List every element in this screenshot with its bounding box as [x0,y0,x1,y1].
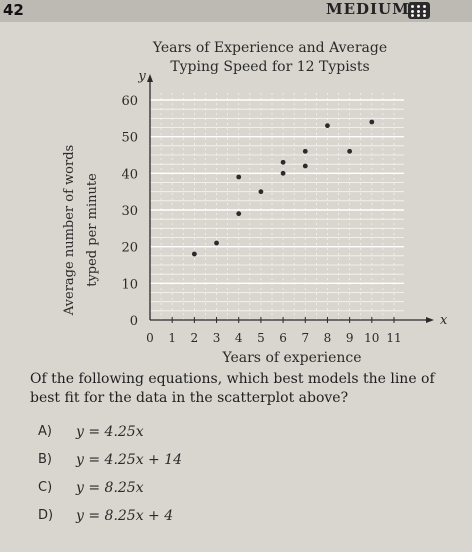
difficulty-grid-icon [408,2,430,19]
x-tick-label: 9 [346,331,354,345]
x-tick-label: 5 [257,331,265,345]
data-point [302,148,308,154]
x-tick-label: 0 [146,331,154,345]
data-point [280,170,286,176]
choice-d[interactable]: D) y = 8.25x + 4 [38,508,258,532]
grid [150,90,404,320]
x-tick-label: 7 [301,331,309,345]
x-tick-label: 10 [364,331,379,345]
data-point [280,159,286,165]
choice-c[interactable]: C) y = 8.25x [38,480,258,504]
x-axis-letter: x [440,313,448,328]
data-point [302,163,308,169]
x-axis-arrow-icon [426,317,434,323]
x-tick-label: 4 [235,331,243,345]
choice-a[interactable]: A) y = 4.25x [38,424,258,448]
x-axis-label: Years of experience [221,350,361,366]
choice-letter: B) [38,452,52,467]
y-tick-label: 20 [121,241,138,256]
data-point [325,123,330,129]
data-point [347,148,353,154]
data-point [236,211,242,217]
y-axis-letter: y [137,69,146,84]
choice-letter: C) [38,480,53,495]
x-tick-label: 11 [386,331,401,345]
chart-title-line: Typing Speed for 12 Typists [170,59,369,75]
axes [147,74,434,323]
chart-title-line: Years of Experience and Average [152,40,387,56]
y-tick-label: 50 [121,131,138,146]
question-number: 42 [3,1,24,19]
x-tick-label: 2 [191,331,199,345]
x-tick-label: 6 [279,331,287,345]
y-tick-label: 30 [121,204,138,219]
y-tick-label: 0 [130,314,138,329]
choice-equation: y = 4.25x + 14 [76,452,183,468]
question-text: Of the following equations, which best m… [30,371,435,406]
y-axis-label-line: Average number of words [62,145,77,316]
data-point [191,251,197,257]
header-bar: 42 MEDIUM [0,0,472,22]
y-tick-label: 60 [121,94,138,109]
y-axis-arrow-icon [147,74,153,82]
data-points [191,119,375,257]
data-point [236,174,242,180]
y-axis-label-line: typed per minute [85,173,100,287]
data-point [369,119,375,125]
chart-text: Years of Experience and Average Typing Sp… [62,40,448,366]
y-tick-label: 40 [121,167,138,182]
data-point [214,240,219,246]
choice-b[interactable]: B) y = 4.25x + 14 [38,452,258,476]
difficulty-label: MEDIUM [326,0,410,18]
data-point [258,189,264,195]
choice-letter: D) [38,508,54,523]
x-tick-label: 3 [213,331,221,345]
choice-equation: y = 8.25x + 4 [76,508,174,524]
x-tick-label: 8 [324,331,332,345]
y-tick-label: 10 [121,277,138,292]
scatterplot: Years of Experience and Average Typing Sp… [62,40,448,366]
choice-equation: y = 8.25x [76,480,144,496]
choice-equation: y = 4.25x [76,424,144,440]
choice-letter: A) [38,424,52,439]
x-tick-label: 1 [168,331,176,345]
